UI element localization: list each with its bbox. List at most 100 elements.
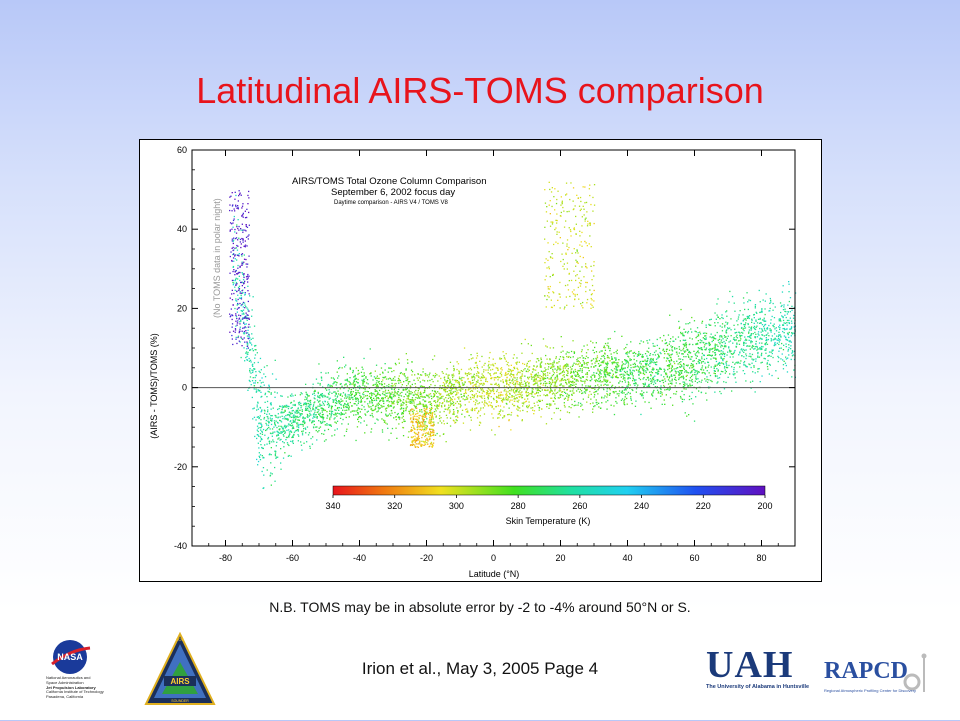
- scatter-point: [733, 337, 735, 339]
- scatter-point: [244, 332, 246, 334]
- scatter-point: [359, 394, 361, 397]
- scatter-point: [563, 356, 565, 359]
- scatter-point: [570, 407, 572, 409]
- scatter-point: [781, 353, 783, 355]
- scatter-point: [708, 379, 710, 381]
- scatter-point: [550, 376, 552, 379]
- scatter-point: [537, 389, 539, 391]
- scatter-point: [365, 376, 367, 378]
- scatter-point: [271, 415, 273, 417]
- scatter-point: [685, 379, 687, 381]
- scatter-point: [687, 330, 690, 333]
- scatter-point: [646, 362, 648, 364]
- scatter-point: [456, 415, 458, 417]
- scatter-point: [678, 358, 680, 360]
- scatter-point: [494, 376, 496, 379]
- scatter-point: [343, 406, 345, 408]
- scatter-point: [477, 381, 479, 383]
- scatter-point: [473, 395, 475, 397]
- scatter-point: [385, 378, 388, 380]
- scatter-point: [756, 346, 758, 348]
- scatter-point: [378, 380, 380, 383]
- scatter-point: [351, 405, 353, 407]
- scatter-point: [458, 378, 461, 380]
- scatter-point: [272, 432, 274, 435]
- scatter-point: [394, 411, 396, 414]
- scatter-point: [724, 344, 726, 347]
- scatter-point: [383, 393, 385, 396]
- scatter-point: [256, 416, 258, 418]
- scatter-point: [437, 405, 439, 407]
- scatter-point: [662, 349, 664, 351]
- scatter-point: [402, 435, 405, 437]
- scatter-point: [397, 377, 400, 380]
- scatter-point: [576, 379, 579, 381]
- scatter-point: [283, 442, 285, 444]
- scatter-point: [557, 368, 559, 370]
- scatter-point: [475, 383, 477, 385]
- scatter-point: [667, 379, 670, 381]
- scatter-point: [307, 409, 309, 411]
- scatter-point: [685, 370, 687, 372]
- scatter-point: [360, 422, 362, 424]
- scatter-point: [301, 449, 303, 451]
- scatter-point: [308, 395, 310, 397]
- scatter-point: [355, 414, 357, 416]
- scatter-point: [766, 340, 768, 342]
- scatter-point: [336, 371, 338, 373]
- scatter-point: [782, 359, 784, 361]
- scatter-point: [326, 389, 328, 391]
- scatter-point: [701, 365, 704, 367]
- scatter-point: [579, 376, 581, 379]
- scatter-point: [770, 301, 772, 303]
- scatter-point: [420, 403, 422, 405]
- scatter-point: [313, 427, 315, 429]
- scatter-point: [613, 405, 615, 407]
- scatter-point: [709, 344, 711, 346]
- scatter-point: [528, 376, 531, 378]
- scatter-point: [559, 384, 561, 386]
- scatter-point: [770, 338, 772, 340]
- scatter-point: [381, 431, 384, 433]
- scatter-point: [363, 420, 365, 422]
- scatter-point: [566, 393, 568, 395]
- scatter-point: [779, 338, 781, 340]
- scatter-point: [326, 424, 328, 426]
- scatter-point: [502, 380, 504, 383]
- scatter-point: [382, 397, 384, 399]
- scatter-point: [614, 371, 617, 373]
- scatter-point: [313, 420, 315, 422]
- scatter-point: [239, 297, 242, 299]
- scatter-point: [662, 379, 664, 381]
- scatter-point: [498, 425, 500, 428]
- scatter-point: [313, 404, 315, 406]
- scatter-point: [286, 418, 288, 420]
- scatter-point: [549, 387, 552, 389]
- scatter-point: [290, 440, 292, 442]
- scatter-point: [787, 311, 789, 313]
- scatter-point: [781, 291, 784, 293]
- scatter-point: [712, 357, 715, 359]
- scatter-point: [451, 374, 453, 376]
- scatter-point: [670, 367, 672, 369]
- scatter-point: [285, 404, 287, 407]
- scatter-point: [438, 404, 440, 406]
- scatter-point: [423, 386, 425, 388]
- scatter-point: [430, 418, 433, 421]
- scatter-point: [398, 418, 401, 420]
- scatter-point: [390, 410, 393, 412]
- scatter-point: [527, 343, 529, 345]
- scatter-point: [360, 399, 362, 401]
- scatter-point: [338, 375, 340, 377]
- scatter-point: [419, 392, 421, 394]
- scatter-point: [757, 371, 759, 373]
- scatter-point: [334, 402, 337, 404]
- scatter-point: [425, 373, 427, 375]
- scatter-point: [725, 332, 727, 334]
- scatter-point: [776, 339, 778, 341]
- scatter-point: [383, 402, 385, 405]
- scatter-point: [333, 381, 335, 383]
- scatter-point: [423, 414, 425, 416]
- scatter-point: [615, 390, 617, 393]
- scatter-point: [492, 368, 494, 371]
